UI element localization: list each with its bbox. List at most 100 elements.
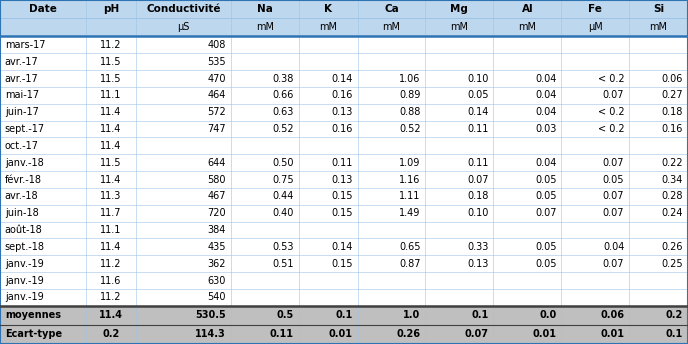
Bar [231, 289, 299, 306]
Bar [86, 289, 136, 306]
Text: 630: 630 [208, 276, 226, 286]
Bar [0, 238, 86, 255]
Text: 11.4: 11.4 [100, 141, 122, 151]
Text: Ca: Ca [384, 4, 399, 14]
Text: 0.03: 0.03 [535, 124, 557, 134]
Bar [493, 104, 561, 121]
Text: 0.14: 0.14 [467, 107, 488, 117]
Text: 1.0: 1.0 [403, 310, 420, 320]
Text: 470: 470 [208, 74, 226, 84]
Text: 11.1: 11.1 [100, 225, 122, 235]
Bar [358, 36, 425, 53]
Text: Si: Si [653, 4, 664, 14]
Bar [358, 289, 425, 306]
Bar [425, 53, 493, 70]
Bar [629, 53, 688, 70]
Bar [299, 272, 358, 289]
Text: 0.51: 0.51 [272, 259, 294, 269]
Bar [231, 18, 299, 36]
Text: Al: Al [522, 4, 533, 14]
Bar [136, 306, 231, 325]
Bar [493, 36, 561, 53]
Bar [425, 306, 493, 325]
Bar [136, 255, 231, 272]
Bar [299, 18, 358, 36]
Bar [299, 36, 358, 53]
Bar [86, 238, 136, 255]
Text: févr.-18: févr.-18 [5, 174, 42, 184]
Bar [0, 0, 86, 18]
Bar [358, 272, 425, 289]
Bar [299, 171, 358, 188]
Text: 0.27: 0.27 [662, 90, 683, 100]
Bar [629, 87, 688, 104]
Bar [561, 325, 629, 344]
Bar [299, 87, 358, 104]
Bar [86, 18, 136, 36]
Text: 11.2: 11.2 [100, 40, 122, 50]
Bar [86, 255, 136, 272]
Bar [493, 18, 561, 36]
Bar [0, 138, 86, 154]
Text: janv.-19: janv.-19 [5, 259, 43, 269]
Text: 0.87: 0.87 [399, 259, 420, 269]
Bar [425, 70, 493, 87]
Bar [299, 154, 358, 171]
Bar [299, 222, 358, 238]
Text: 0.15: 0.15 [331, 259, 353, 269]
Bar [231, 154, 299, 171]
Bar [493, 87, 561, 104]
Text: Conductivité: Conductivité [146, 4, 221, 14]
Bar [629, 104, 688, 121]
Text: 747: 747 [207, 124, 226, 134]
Bar [299, 70, 358, 87]
Bar [136, 222, 231, 238]
Bar [425, 306, 493, 325]
Bar [299, 104, 358, 121]
Text: 0.38: 0.38 [272, 74, 294, 84]
Bar [299, 53, 358, 70]
Bar [231, 238, 299, 255]
Bar [493, 325, 561, 344]
Text: 0.04: 0.04 [535, 107, 557, 117]
Bar [561, 18, 629, 36]
Bar [136, 289, 231, 306]
Bar [358, 70, 425, 87]
Bar [136, 154, 231, 171]
Text: 11.4: 11.4 [100, 242, 122, 252]
Bar [425, 238, 493, 255]
Bar [561, 138, 629, 154]
Bar [425, 154, 493, 171]
Text: 0.10: 0.10 [467, 74, 488, 84]
Text: 11.4: 11.4 [99, 310, 123, 320]
Bar [136, 53, 231, 70]
Bar [358, 104, 425, 121]
Text: mM: mM [451, 22, 469, 32]
Bar [136, 36, 231, 53]
Bar [0, 36, 86, 53]
Text: 0.01: 0.01 [533, 330, 557, 340]
Bar [136, 188, 231, 205]
Bar [299, 188, 358, 205]
Bar [358, 121, 425, 138]
Bar [231, 205, 299, 222]
Bar [358, 325, 425, 344]
Bar [86, 36, 136, 53]
Bar [231, 272, 299, 289]
Bar [629, 138, 688, 154]
Text: 0.01: 0.01 [601, 330, 624, 340]
Bar [561, 87, 629, 104]
Bar [358, 238, 425, 255]
Text: 0.25: 0.25 [662, 259, 683, 269]
Text: juin-17: juin-17 [5, 107, 39, 117]
Bar [561, 53, 629, 70]
Bar [299, 325, 358, 344]
Bar [136, 70, 231, 87]
Bar [358, 121, 425, 138]
Text: 0.01: 0.01 [329, 330, 353, 340]
Text: 0.52: 0.52 [399, 124, 420, 134]
Bar [561, 0, 629, 18]
Bar [231, 53, 299, 70]
Bar [86, 205, 136, 222]
Text: 0.11: 0.11 [270, 330, 294, 340]
